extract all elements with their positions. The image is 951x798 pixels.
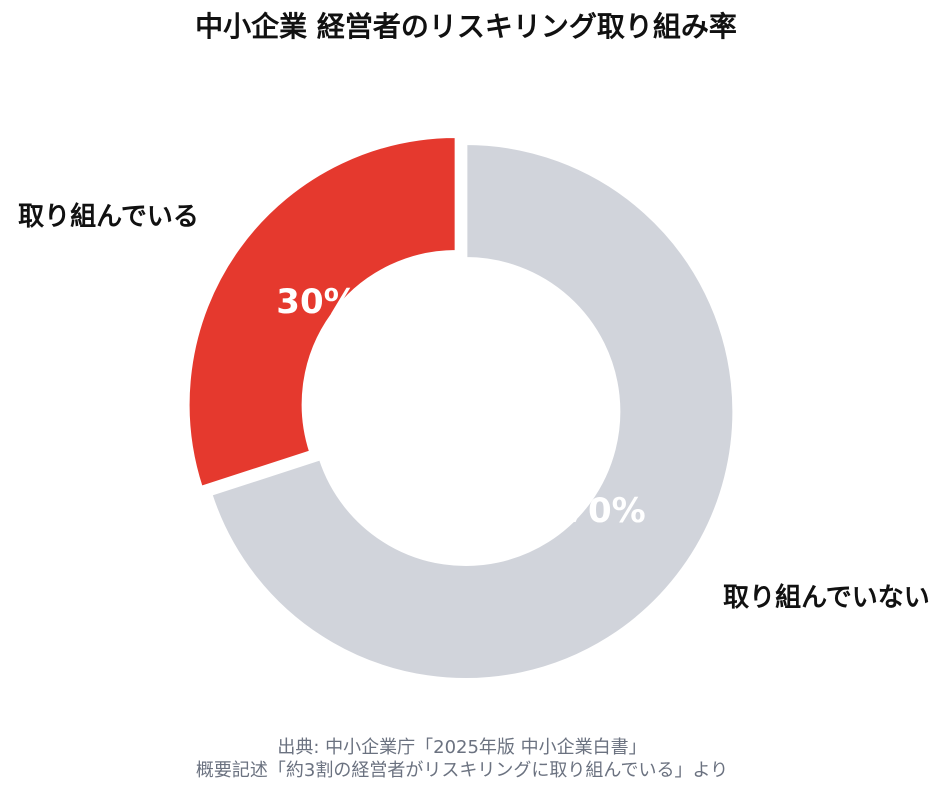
- value-label: 70%: [564, 491, 645, 531]
- donut-slice: [209, 142, 736, 682]
- chart-title: 中小企業 経営者のリスキリング取り組み率: [195, 10, 737, 43]
- category-label: 取り組んでいない: [723, 582, 930, 613]
- source-line: 出典: 中小企業庁「2025年版 中小企業白書」: [277, 737, 646, 758]
- source-line: 概要記述「約3割の経営者がリスキリングに取り組んでいる」より: [196, 760, 728, 781]
- category-label: 取り組んでいる: [18, 201, 199, 232]
- donut-slice: [186, 134, 458, 490]
- value-label: 30%: [276, 282, 357, 322]
